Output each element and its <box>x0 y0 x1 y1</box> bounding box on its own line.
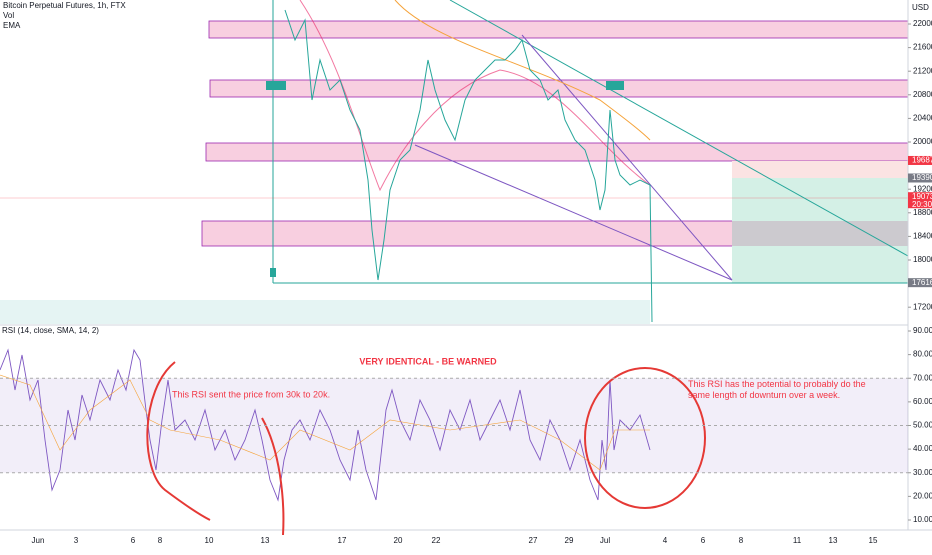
date-label: 11 <box>793 536 802 545</box>
date-label: Jul <box>600 536 610 545</box>
rsi-tick-label: 20.00 <box>913 491 932 500</box>
price-tick-label: 18000 <box>913 255 932 264</box>
date-label: 29 <box>565 536 574 545</box>
rsi-tick-label: 70.00 <box>913 373 932 382</box>
price-tag <box>908 173 932 183</box>
price-tag <box>908 192 932 209</box>
date-label: 8 <box>158 536 163 545</box>
rsi-tick-label: 40.00 <box>913 444 932 453</box>
vol-label: Vol <box>3 11 14 20</box>
price-tick-label: 21600 <box>913 43 932 52</box>
date-label: 4 <box>663 536 668 545</box>
rsi-tick-label: 10.00 <box>913 515 932 524</box>
price-tag-label: 19687 <box>912 156 932 165</box>
rsi-tick-label: 80.00 <box>913 350 932 359</box>
date-label: 22 <box>432 536 441 545</box>
drawings <box>0 0 909 324</box>
price-tick-label: 18400 <box>913 232 932 241</box>
date-label: 13 <box>261 536 270 545</box>
price-tick-label: 17200 <box>913 302 932 311</box>
currency: USD <box>912 3 929 12</box>
rsi-tick-label: 30.00 <box>913 468 932 477</box>
date-label: 8 <box>739 536 744 545</box>
date-label: 6 <box>131 536 136 545</box>
symbol-title: Bitcoin Perpetual Futures, 1h, FTX <box>3 1 126 10</box>
price-tick-label: 22000 <box>913 19 932 28</box>
date-label: 6 <box>701 536 706 545</box>
right-note: This RSI has the potential to probably d… <box>688 379 866 400</box>
headline: VERY IDENTICAL - BE WARNED <box>359 356 497 366</box>
price-tag-label: 17616 <box>912 278 932 287</box>
rsi-tick-label: 50.00 <box>913 421 932 430</box>
price-tag-label: 19073 <box>912 192 932 201</box>
date-label: 20 <box>394 536 403 545</box>
price-tag <box>908 155 932 165</box>
price-tick-label: 18800 <box>913 208 932 217</box>
countdown: 20:30 <box>912 200 932 209</box>
price-tick-label: 20400 <box>913 114 932 123</box>
rsi-tick-label: 90.00 <box>913 326 932 335</box>
price-tick-label: 20000 <box>913 137 932 146</box>
rsi-tick-label: 60.00 <box>913 397 932 406</box>
price-tick-label: 19200 <box>913 184 932 193</box>
price-tag <box>908 278 932 288</box>
date-label: 3 <box>74 536 79 545</box>
date-label: 15 <box>869 536 878 545</box>
ema-label: EMA <box>3 21 21 30</box>
left-note: This RSI sent the price from 30k to 20k. <box>172 389 330 399</box>
rsi-label: RSI (14, close, SMA, 14, 2) <box>2 326 99 335</box>
date-label: Jun <box>32 536 45 545</box>
date-label: 10 <box>205 536 214 545</box>
date-label: 27 <box>529 536 538 545</box>
date-label: 17 <box>338 536 347 545</box>
rsi-pane: VERY IDENTICAL - BE WARNED This RSI sent… <box>0 326 908 536</box>
price-tick-label: 20800 <box>913 90 932 99</box>
date-label: 13 <box>829 536 838 545</box>
price-tag-label: 19390 <box>912 173 932 182</box>
price-tick-label: 21200 <box>913 66 932 75</box>
